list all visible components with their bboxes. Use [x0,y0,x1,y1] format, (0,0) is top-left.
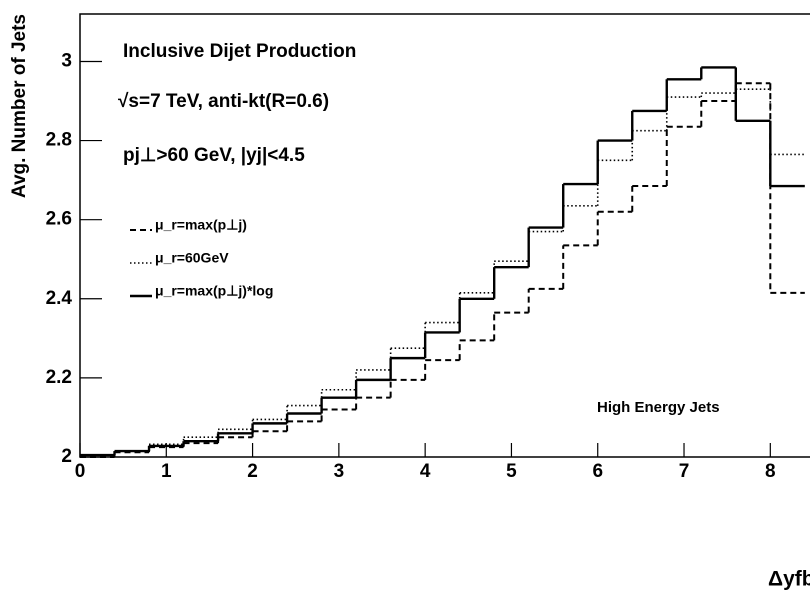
x-tick-label: 0 [75,461,86,482]
y-tick-label: 2 [61,446,72,467]
x-tick-label: 6 [592,461,603,482]
annotation: √s=7 TeV, anti-kt(R=0.6) [118,91,329,112]
annotation: pj⊥>60 GeV, |yj|<4.5 [123,145,305,166]
x-tick-label: 4 [420,461,431,482]
y-tick-label: 2.6 [46,209,72,230]
legend-label: μ_r=max(p⊥j) [155,217,247,233]
x-tick-label: 2 [247,461,258,482]
annotation: High Energy Jets [597,399,720,416]
legend-label: μ_r=60GeV [155,250,229,266]
y-tick-label: 2.8 [46,130,72,151]
y-tick-label: 2.4 [46,288,73,309]
legend-label: μ_r=max(p⊥j)*log [155,283,273,299]
y-tick-label: 2.2 [46,367,72,388]
x-tick-label: 7 [679,461,690,482]
y-axis-label: Avg. Number of Jets [9,14,30,198]
x-tick-label: 5 [506,461,517,482]
y-tick-label: 3 [61,50,72,71]
plot-frame [79,13,810,458]
x-tick-label: 3 [334,461,345,482]
x-axis-label: Δyfb [768,568,810,591]
x-tick-label: 8 [765,461,776,482]
x-tick-label: 1 [161,461,172,482]
chart-title: Inclusive Dijet Production [123,41,356,62]
